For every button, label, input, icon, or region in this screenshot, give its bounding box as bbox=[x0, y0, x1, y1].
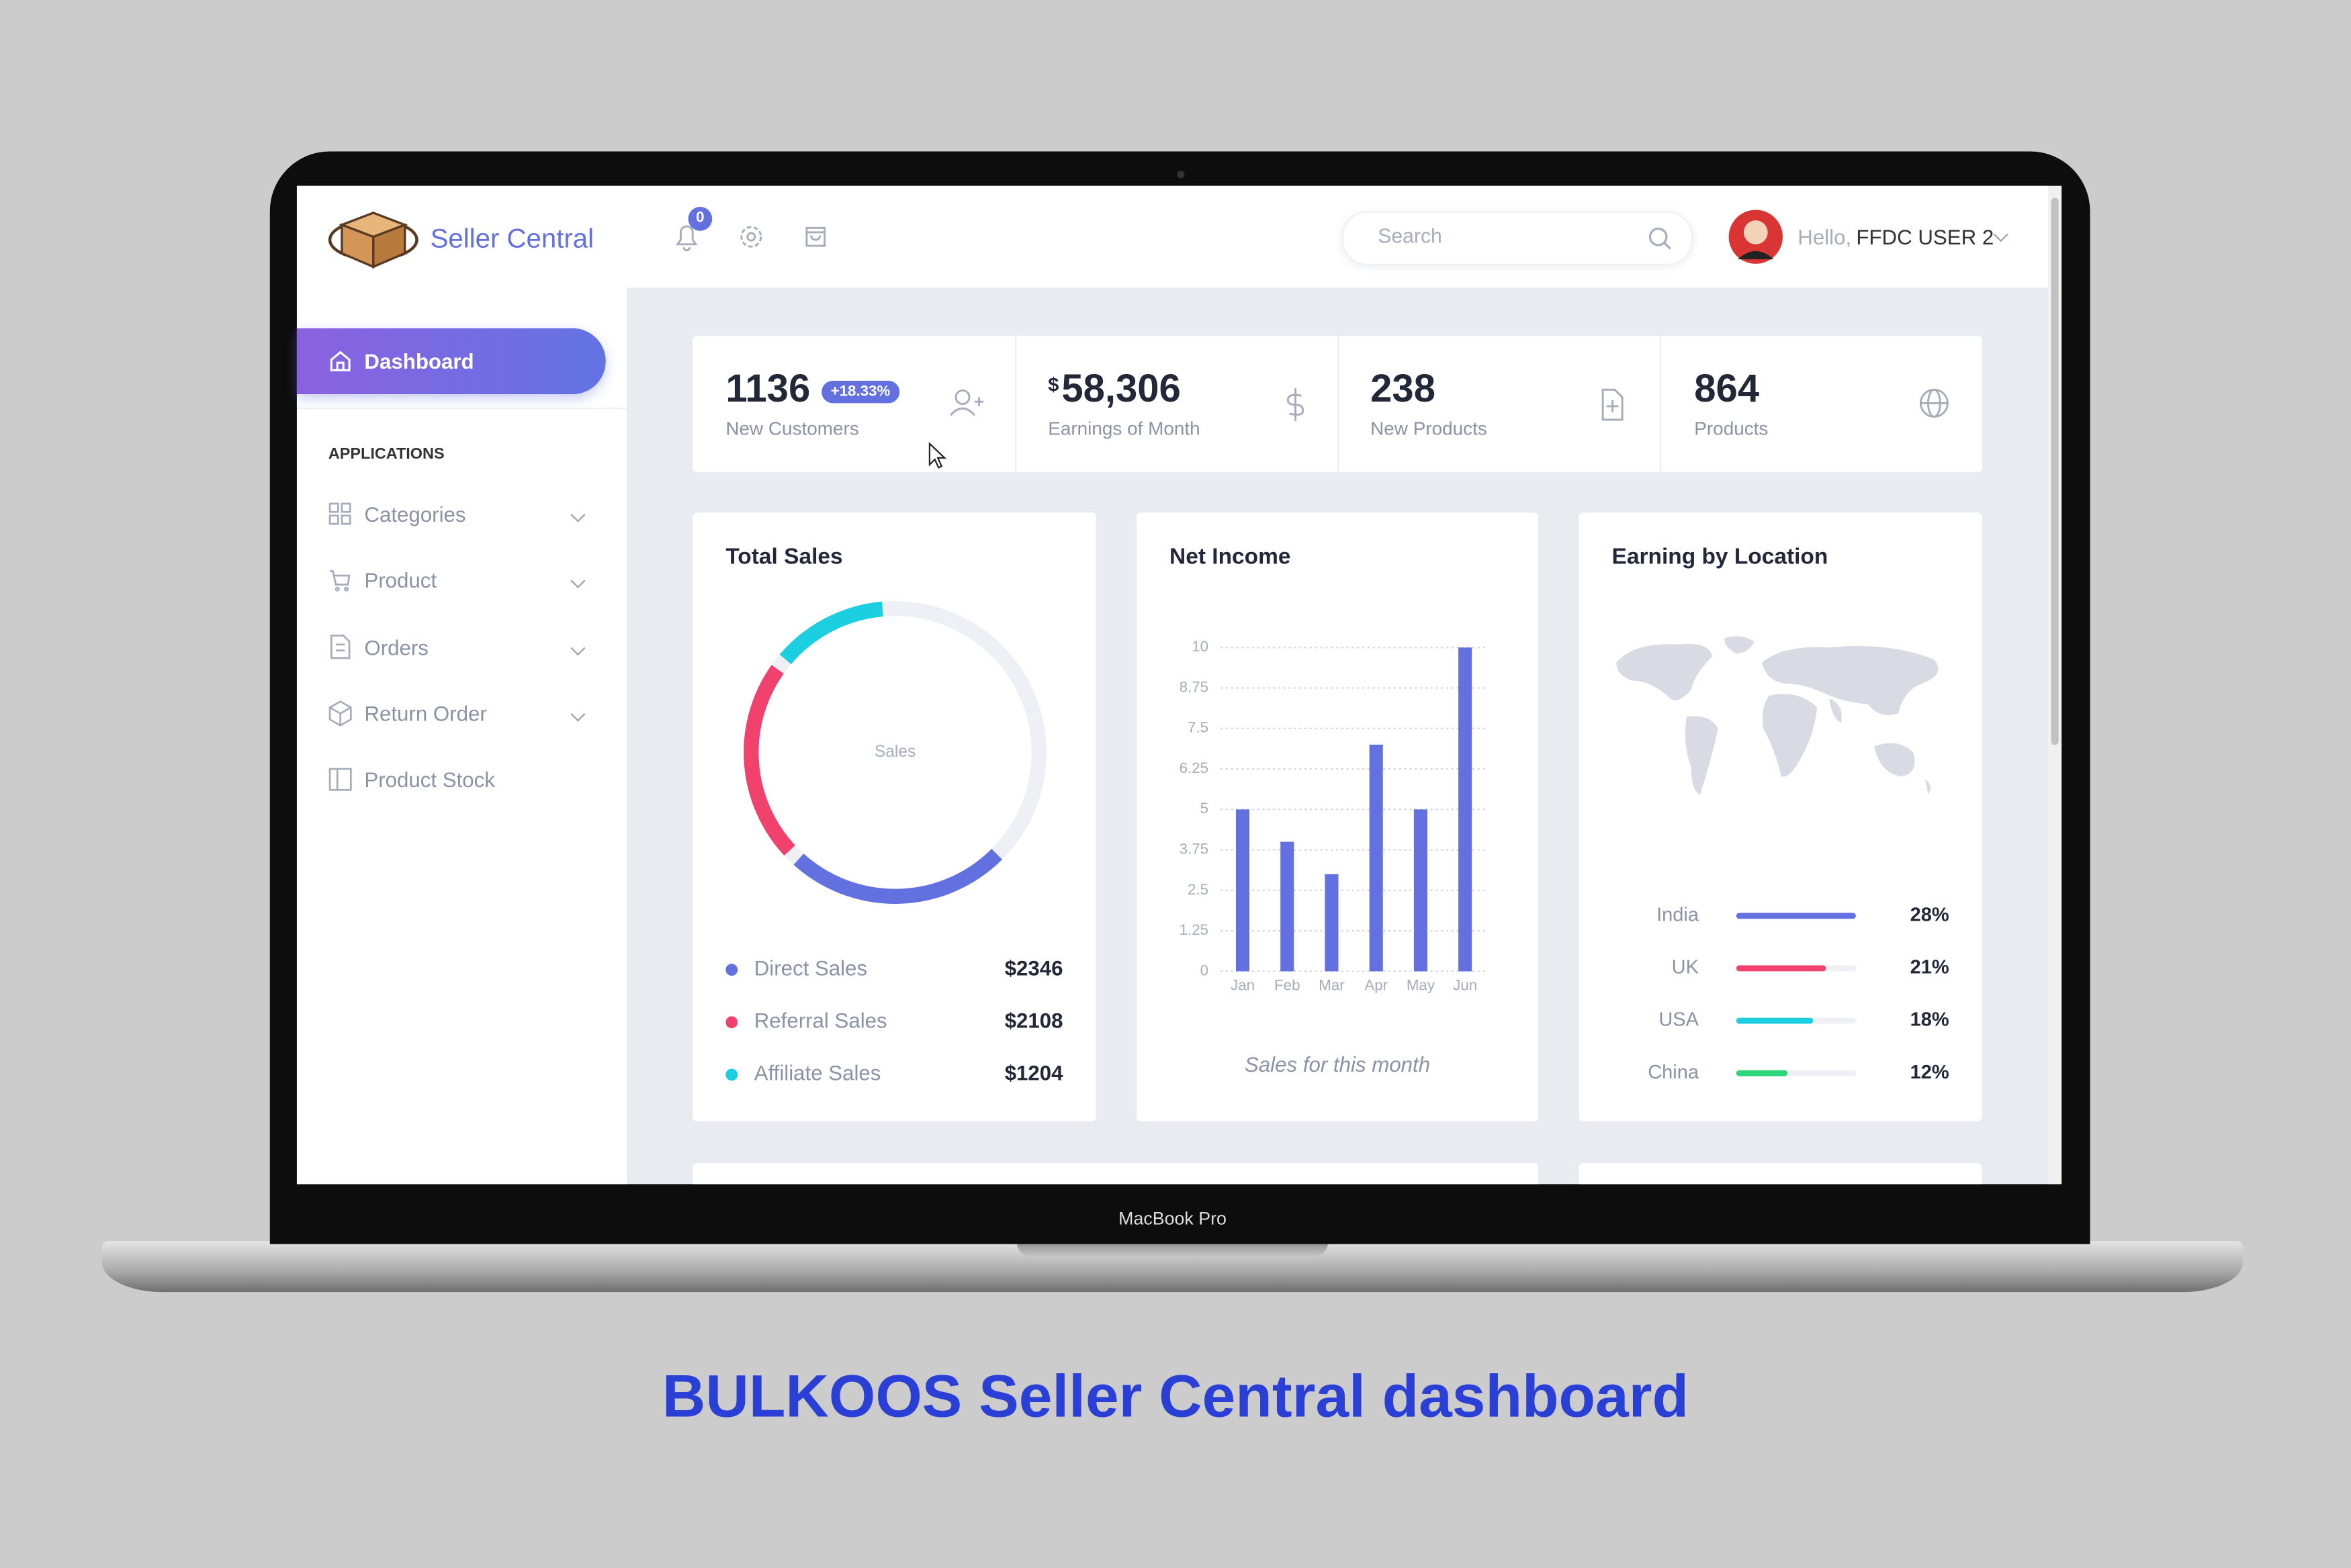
stat-value: 864 bbox=[1694, 365, 1760, 411]
progress-bar bbox=[1736, 1017, 1814, 1024]
scrollbar bbox=[2048, 185, 2062, 1185]
user-name[interactable]: FFDC USER 2 bbox=[1856, 224, 1994, 249]
card-title: Total Sales bbox=[725, 544, 843, 570]
progress-bar bbox=[1736, 1070, 1788, 1076]
stat-badge: +18.33% bbox=[822, 380, 899, 404]
donut-segment bbox=[744, 665, 795, 856]
legend-label: Affiliate Sales bbox=[754, 1062, 881, 1085]
stat-label: New Products bbox=[1370, 418, 1487, 440]
brand: Seller Central bbox=[430, 223, 594, 254]
header-icons bbox=[676, 225, 826, 252]
x-tick-label: Jun bbox=[1453, 977, 1477, 994]
y-tick-label: 8.75 bbox=[1180, 678, 1208, 695]
x-tick-label: Feb bbox=[1274, 977, 1300, 994]
stat-label: Earnings of Month bbox=[1048, 418, 1200, 440]
legend-label: Direct Sales bbox=[754, 956, 867, 980]
donut-segment bbox=[793, 849, 1002, 904]
notification-badge[interactable] bbox=[688, 207, 713, 231]
stat-label: Products bbox=[1694, 418, 1769, 440]
menu-item[interactable]: Return Order bbox=[364, 701, 487, 726]
location-value: 28% bbox=[1910, 904, 1949, 925]
chart-caption: Sales for this month bbox=[1244, 1052, 1431, 1076]
menu-item[interactable]: Categories bbox=[364, 502, 466, 526]
home-icon bbox=[330, 351, 351, 371]
y-tick-label: 7.5 bbox=[1188, 719, 1208, 736]
location-label: India bbox=[1656, 904, 1699, 925]
bar bbox=[1369, 744, 1383, 972]
bottom-card bbox=[1579, 1163, 1982, 1185]
location-value: 21% bbox=[1910, 957, 1949, 978]
bar bbox=[1458, 647, 1472, 972]
location-value: 18% bbox=[1910, 1009, 1949, 1031]
menu-item[interactable]: Product Stock bbox=[364, 767, 495, 792]
progress-bar bbox=[1736, 965, 1826, 972]
divider bbox=[296, 408, 627, 410]
bar bbox=[1235, 809, 1250, 972]
stat-icons bbox=[950, 388, 1949, 422]
y-tick-label: 3.75 bbox=[1180, 840, 1208, 857]
y-tick-label: 5 bbox=[1200, 800, 1208, 817]
menu-item[interactable]: Product bbox=[364, 567, 437, 592]
search-box[interactable] bbox=[1341, 211, 1693, 266]
section-label: APPLICATIONS bbox=[328, 445, 445, 463]
logo bbox=[328, 212, 418, 269]
progress-bar bbox=[1736, 913, 1856, 919]
cursor bbox=[928, 442, 947, 469]
camera bbox=[1177, 171, 1185, 179]
stat-divider bbox=[1659, 335, 1662, 473]
legend-value: $1204 bbox=[1005, 1062, 1063, 1085]
legend-label: Referral Sales bbox=[754, 1009, 887, 1033]
card-title: Earning by Location bbox=[1611, 544, 1828, 570]
x-tick-label: Apr bbox=[1364, 977, 1388, 994]
world-map bbox=[1616, 636, 1939, 795]
search-placeholder: Search bbox=[1378, 224, 1442, 248]
legend-dot bbox=[725, 1068, 738, 1081]
stat-label: New Customers bbox=[725, 418, 859, 440]
x-tick-label: May bbox=[1407, 977, 1435, 994]
bottom-card bbox=[693, 1163, 1539, 1185]
y-tick-label: 10 bbox=[1192, 638, 1208, 655]
menu-item[interactable]: Orders bbox=[364, 635, 429, 660]
legend-value: $2346 bbox=[1005, 956, 1063, 980]
bar bbox=[1413, 809, 1427, 972]
device-label: MacBook Pro bbox=[1118, 1208, 1227, 1230]
card-title: Net Income bbox=[1169, 544, 1291, 570]
y-tick-label: 6.25 bbox=[1180, 759, 1208, 776]
location-label: UK bbox=[1672, 957, 1699, 978]
caption: BULKOOS Seller Central dashboard bbox=[662, 1364, 1689, 1430]
greeting: Hello, bbox=[1798, 224, 1852, 249]
y-tick-label: 0 bbox=[1200, 962, 1208, 978]
scroll-thumb bbox=[2051, 197, 2059, 745]
y-tick-label: 2.5 bbox=[1188, 881, 1208, 898]
legend-dot bbox=[725, 1016, 738, 1029]
stat-value: 58,306 bbox=[1061, 365, 1181, 411]
location-value: 12% bbox=[1910, 1062, 1949, 1083]
notification-count: 0 bbox=[696, 210, 705, 227]
stat-value: 1136 bbox=[725, 365, 811, 411]
x-tick-label: Jan bbox=[1231, 977, 1255, 994]
stat-prefix: $ bbox=[1048, 373, 1059, 396]
donut-center-label: Sales bbox=[875, 743, 916, 761]
y-tick-label: 1.25 bbox=[1180, 921, 1208, 938]
stat-divider bbox=[1015, 335, 1017, 473]
nav-active-label[interactable]: Dashboard bbox=[364, 349, 474, 373]
stat-value: 238 bbox=[1370, 365, 1435, 411]
bar bbox=[1280, 841, 1294, 972]
legend-value: $2108 bbox=[1005, 1009, 1063, 1033]
avatar[interactable] bbox=[1728, 210, 1783, 264]
location-label: USA bbox=[1658, 1009, 1699, 1031]
stat-divider bbox=[1337, 335, 1339, 473]
legend-dot bbox=[725, 964, 738, 976]
location-label: China bbox=[1648, 1062, 1699, 1083]
search-icon bbox=[1648, 227, 1671, 250]
x-tick-label: Mar bbox=[1319, 977, 1345, 994]
bar bbox=[1325, 874, 1339, 972]
menu-icons bbox=[328, 502, 352, 791]
donut-segment bbox=[779, 601, 884, 665]
header bbox=[627, 185, 2049, 288]
